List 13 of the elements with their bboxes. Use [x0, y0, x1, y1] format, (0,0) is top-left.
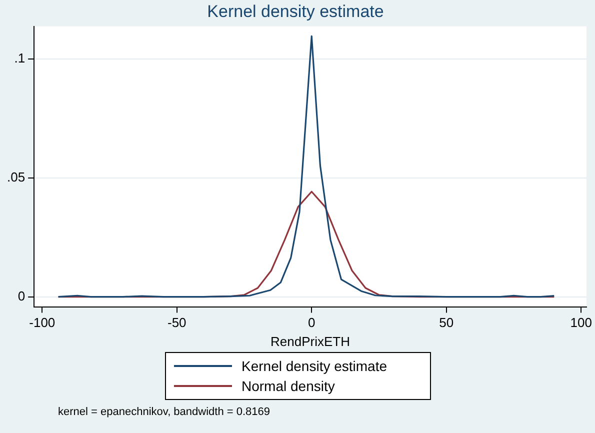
y-tick-label: 0 — [18, 288, 26, 304]
legend-label: Kernel density estimate — [242, 358, 388, 374]
x-tick-label: 0 — [308, 315, 316, 330]
y-tick-label: .1 — [14, 50, 26, 66]
x-tick-label: -100 — [29, 315, 56, 330]
legend-label: Normal density — [242, 378, 335, 394]
x-tick-label: -50 — [167, 315, 186, 330]
text: kernel = epanechnikov, bandwidth = 0.8169 — [58, 406, 272, 418]
x-tick-label: 100 — [570, 315, 592, 330]
x-axis-title: RendPrixETH — [270, 334, 350, 349]
y-tick-label: .05 — [6, 169, 26, 184]
x-tick-label: 50 — [439, 315, 454, 330]
chart-title: Kernel density estimate — [207, 2, 384, 21]
